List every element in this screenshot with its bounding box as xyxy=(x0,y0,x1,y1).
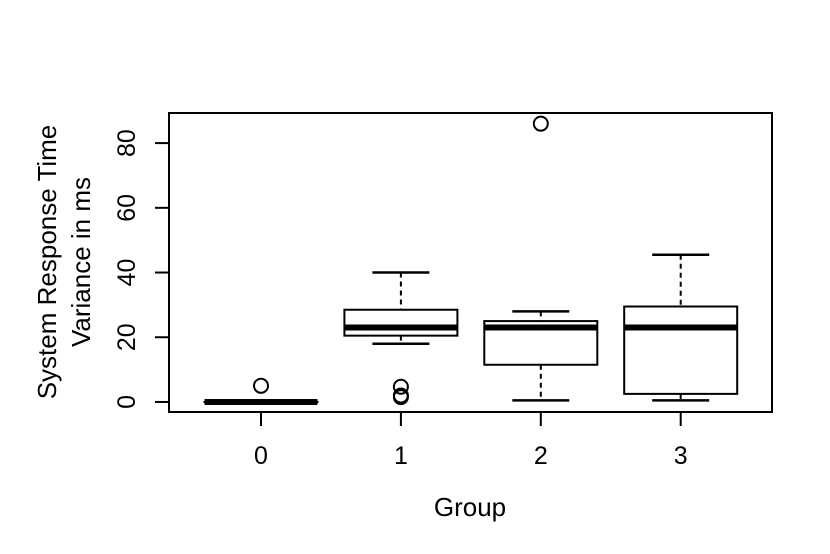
outlier-point xyxy=(392,378,409,395)
y-tick-label: 80 xyxy=(113,129,141,157)
x-tick-label: 2 xyxy=(534,442,548,470)
box-group-3 xyxy=(623,305,739,395)
y-axis-title-line1: System Response Time xyxy=(32,125,62,400)
y-axis-title-line2: Variance in ms xyxy=(66,177,96,347)
y-tick-label: 0 xyxy=(113,395,141,409)
box-group-1 xyxy=(343,308,459,337)
y-tick-label: 40 xyxy=(113,259,141,287)
x-tick-label: 0 xyxy=(254,442,268,470)
outlier-point xyxy=(253,377,269,394)
outlier-point xyxy=(392,389,409,406)
x-axis-title: Group xyxy=(434,492,506,522)
plot-content: 0 20 40 60 80 0 1 2 3 xyxy=(113,115,739,470)
x-tick-label: 1 xyxy=(394,442,408,470)
outlier-point xyxy=(532,115,549,132)
y-tick-label: 60 xyxy=(113,194,141,222)
x-tick-label: 3 xyxy=(674,442,688,470)
y-tick-label: 20 xyxy=(113,323,141,351)
plot-border xyxy=(168,112,773,413)
